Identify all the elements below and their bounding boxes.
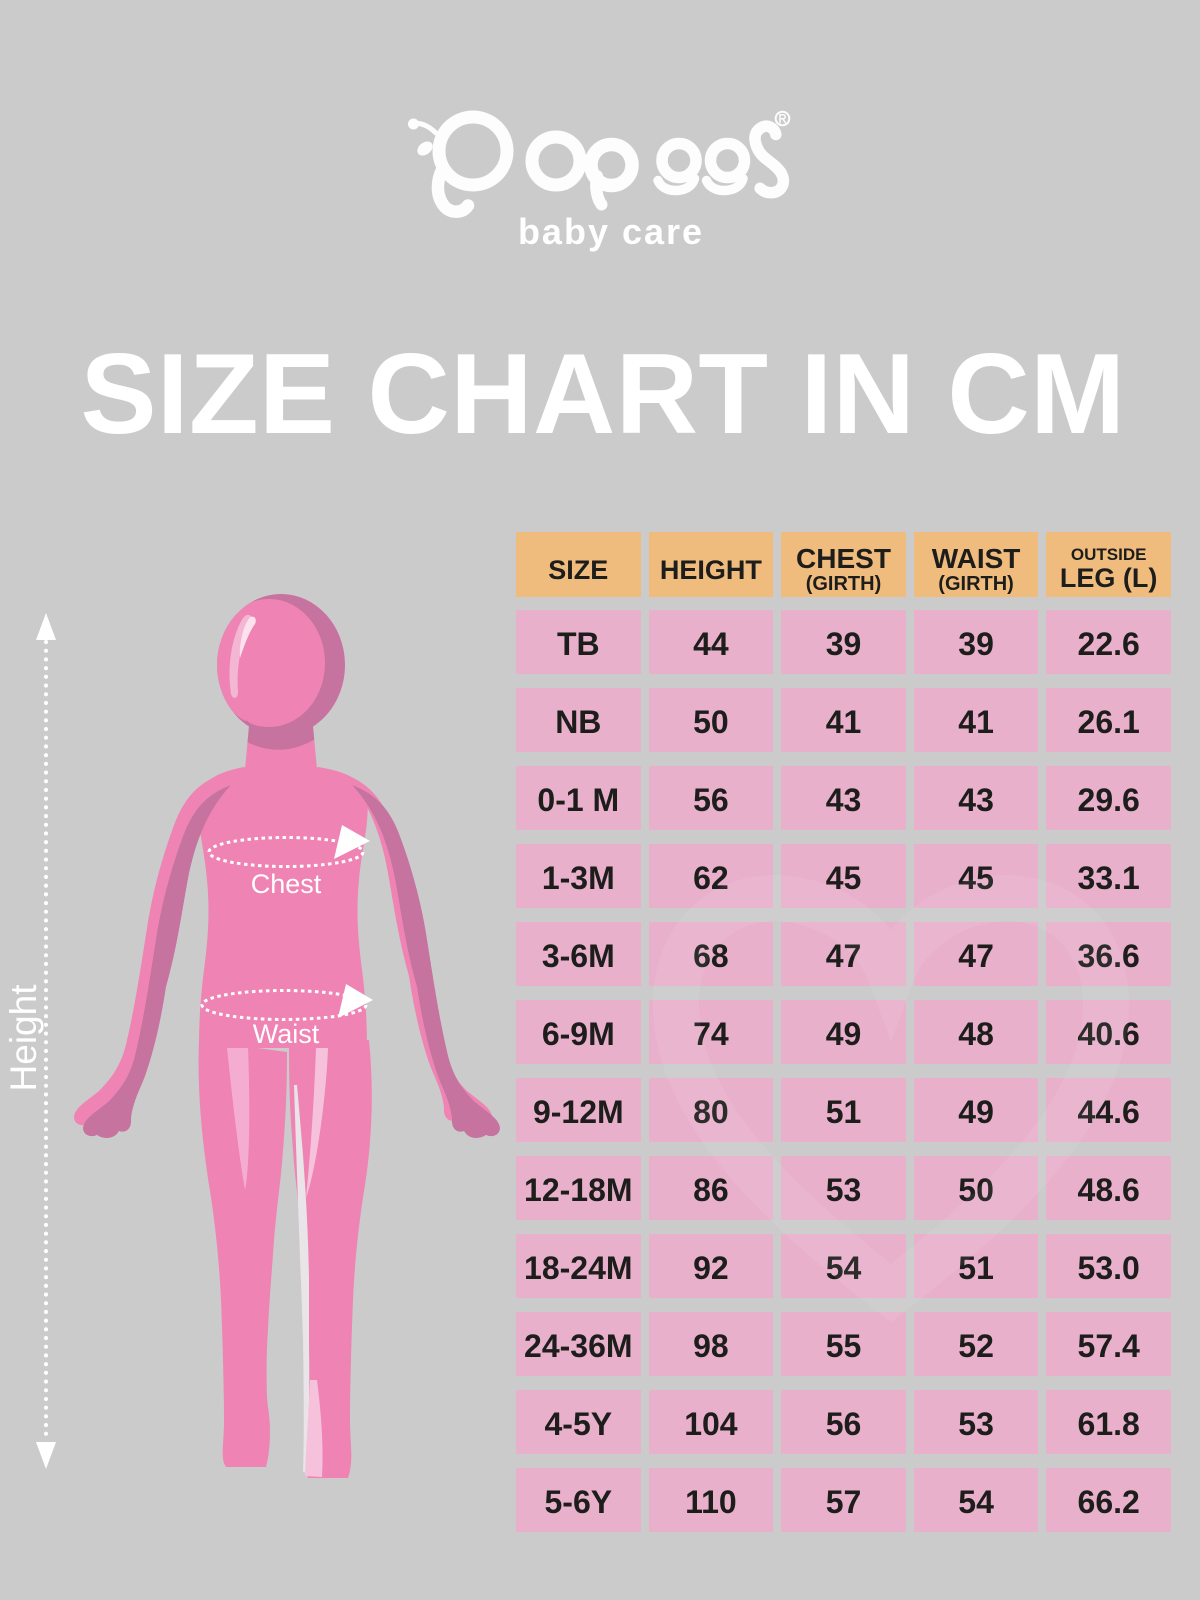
svg-text:Waist: Waist [253, 1019, 320, 1049]
svg-text:Height: Height [3, 984, 44, 1092]
svg-text:Chest: Chest [251, 869, 322, 899]
